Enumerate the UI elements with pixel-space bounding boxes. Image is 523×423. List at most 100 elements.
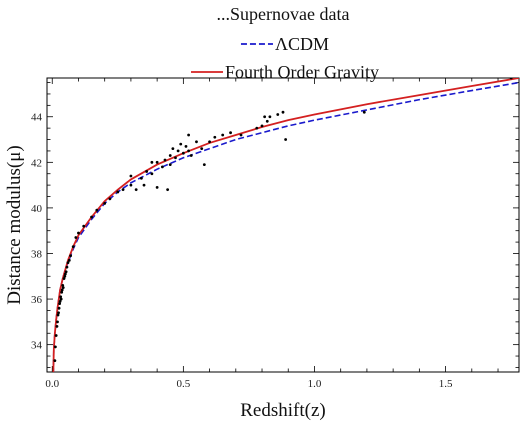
supernova-point [255,126,259,130]
supernova-point [163,158,167,162]
supernova-point [63,272,67,276]
x-tick-label: 1.0 [308,378,322,390]
y-axis-ticks: 34 36 38 40 42 44 [31,82,519,368]
legend-item: Fourth Order Gravity [191,62,379,82]
legend-item: ...Supernovae data [217,4,350,24]
supernova-point [62,277,66,280]
x-axis-label: Redshift(z) [240,400,325,421]
supernova-point [195,140,198,144]
x-tick-label: 0.0 [45,378,59,390]
supernova-point [200,147,204,151]
supernova-point [145,170,149,173]
supernova-point [229,131,232,135]
plot-frame [46,77,520,373]
supernova-point [140,176,143,180]
supernova-point [263,115,267,119]
supernova-point [82,224,86,228]
supernova-point [184,144,188,148]
supernova-point [103,201,107,205]
supernova-point [57,311,60,315]
supernova-point [64,270,68,274]
y-tick-label: 36 [31,294,43,306]
supernova-point [155,186,159,189]
supernova-point [63,274,67,278]
supernova-point [268,115,272,119]
supernova-point [66,261,70,264]
supernova-point [116,190,120,194]
supernova-point [276,113,280,116]
supernova-point [56,313,60,317]
supernova-point [265,119,269,123]
supernova-point [142,183,146,187]
supernova-point [61,286,65,290]
y-tick-label: 40 [31,203,43,215]
y-tick-label: 34 [31,340,43,352]
supernova-point [176,149,180,153]
legend-item: ΛCDM [240,34,329,54]
y-axis-label: Distance modulus(μ) [4,145,25,305]
fourth-order-gravity-line [52,78,519,372]
x-tick-label: 1.5 [439,378,453,390]
supernova-point [54,334,58,337]
supernova-point [55,325,59,328]
legend-label: ...Supernovae data [217,4,350,24]
supernova-point [108,197,112,201]
supernova-point [171,147,175,151]
supernova-point [134,188,138,192]
supernova-point [129,174,133,178]
supernova-point [155,160,159,164]
supernova-point [150,160,154,164]
supernova-point [77,231,80,235]
lcdm-line [52,81,519,372]
supernova-point [59,297,63,301]
x-tick-label: 0.5 [176,378,190,390]
supernova-point [168,154,172,157]
supernova-point [187,133,191,137]
supernova-point [65,265,69,269]
supernova-point [281,110,285,114]
supernova-point [189,154,193,157]
x-axis-ticks: 0.0 0.5 1.0 1.5 [45,78,499,390]
supernova-point [58,302,61,306]
legend-label: Fourth Order Gravity [225,62,379,82]
supernova-point [284,138,288,141]
supernova-point [168,163,172,167]
supernova-point [53,359,57,362]
supernova-point [61,284,65,287]
legend: ...Supernovae data ΛCDM Fourth Order Gravi… [191,4,379,82]
supernova-point [53,345,57,349]
y-tick-label: 38 [31,248,43,260]
supernova-point [121,188,125,192]
supernova-point [60,288,64,292]
supernova-point [56,320,59,324]
supernova-point [59,295,63,299]
supernova-point [187,149,191,153]
supernova-point [362,110,366,114]
supernova-point [202,163,206,167]
supernova-point [58,299,62,303]
supernova-point [174,156,177,160]
supernova-point [67,258,71,262]
supernova-point [208,140,211,144]
plot-area [52,78,519,372]
supernova-point [181,151,185,155]
supernova-point [57,306,61,310]
y-tick-label: 44 [31,112,43,124]
supernova-point [166,188,170,192]
supernova-point [69,254,72,258]
supernova-point [179,142,183,146]
supernova-point [213,135,217,139]
supernova-point [160,165,164,169]
supernova-point [150,172,154,176]
y-tick-label: 42 [31,157,42,169]
supernova-point [221,133,225,137]
supernova-point [90,215,93,219]
supernova-point [260,124,264,128]
supernova-point [239,133,243,137]
legend-label: ΛCDM [275,34,329,54]
supernova-point [509,78,513,80]
supernova-point [71,245,75,249]
supernova-point [95,208,99,212]
supernova-point [129,183,133,187]
